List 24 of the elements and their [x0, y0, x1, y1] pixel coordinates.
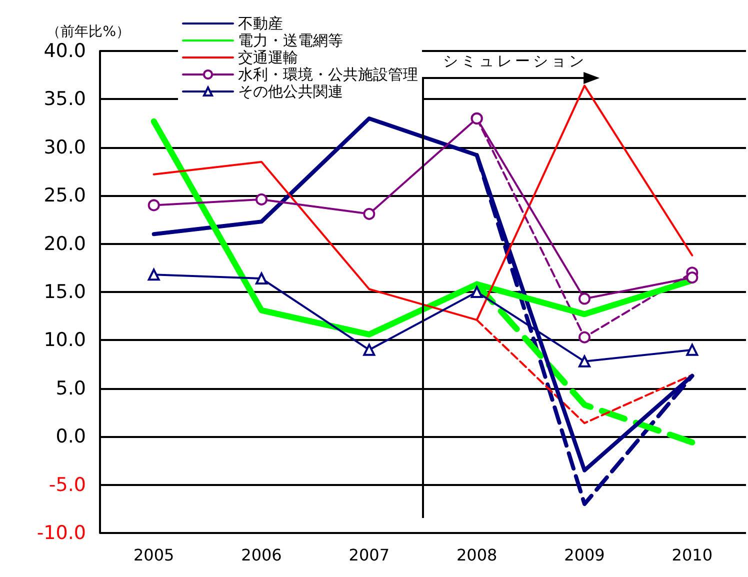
legend-label: その他公共関連: [238, 82, 343, 100]
y-tick-label: 35.0: [44, 88, 86, 110]
legend-label: 水利・環境・公共施設管理: [238, 66, 418, 84]
x-tick-label: 2005: [133, 546, 174, 564]
legend-label: 交通運輸: [238, 48, 298, 66]
y-tick-label: 25.0: [44, 184, 86, 207]
legend-label: 電力・送電網等: [238, 32, 343, 50]
y-tick-label: 40.0: [44, 40, 86, 62]
legend-label: 不動産: [238, 14, 283, 32]
y-tick-label: 5.0: [56, 377, 86, 400]
y-axis-title: （前年比%）: [46, 24, 130, 40]
x-tick-label: 2008: [456, 546, 498, 564]
x-tick-label: 2007: [348, 546, 390, 564]
y-tick-label: 30.0: [44, 136, 86, 158]
x-tick-label: 2006: [241, 546, 282, 564]
y-tick-label: -5.0: [48, 474, 86, 496]
y-tick-label: 0.0: [56, 426, 86, 448]
y-tick-label: -10.0: [36, 522, 86, 544]
x-tick-label: 2009: [564, 546, 605, 564]
x-tick-label: 2010: [672, 546, 713, 564]
y-tick-label: 15.0: [44, 281, 86, 303]
y-tick-label: 20.0: [44, 232, 86, 255]
y-tick-label: 10.0: [44, 329, 86, 352]
annotation: シミュレーション: [443, 52, 587, 71]
